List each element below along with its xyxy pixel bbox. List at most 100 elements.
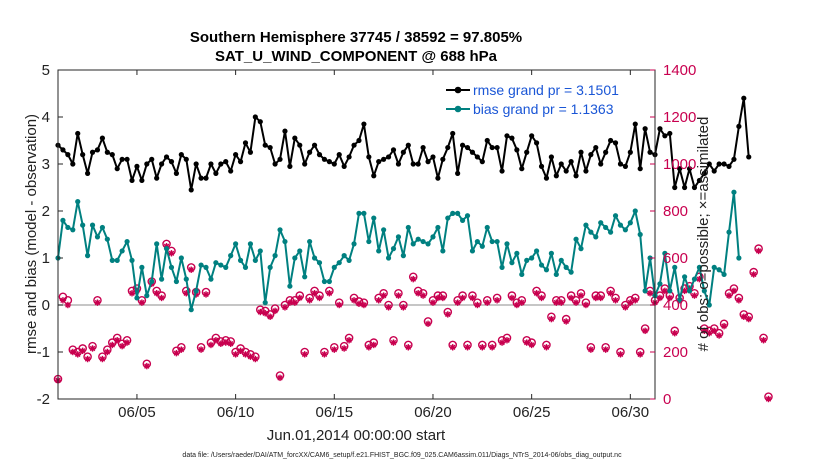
rmse-series-point (99, 135, 106, 141)
rmse-series-point (198, 175, 204, 181)
rmse-series-point (533, 140, 540, 146)
rmse-series-point (60, 147, 66, 153)
y-left-tick-label: -1 (37, 344, 50, 361)
obs-assimilated-stroke (632, 297, 638, 304)
obs-assimilated-point (395, 292, 402, 299)
bias-series-point (420, 238, 426, 245)
obs-assimilated-point (266, 313, 274, 320)
y-right-tick-label: 200 (663, 344, 688, 361)
bias-series-point (178, 255, 184, 261)
rmse-series-point (119, 156, 125, 162)
obs-assimilated-point (227, 340, 234, 347)
obs-assimilated-stroke (662, 288, 668, 294)
bias-series-point (376, 248, 382, 254)
rmse-series-point (400, 149, 406, 155)
rmse-series-point (183, 156, 189, 162)
obs-assimilated-point (602, 346, 609, 353)
bias-series-point (504, 241, 510, 247)
bias-series-point (272, 253, 278, 259)
rmse-series-point (311, 142, 318, 148)
obs-assimilated-stroke (588, 346, 594, 353)
obs-assimilated-stroke (627, 299, 634, 306)
obs-assimilated-stroke (602, 346, 609, 353)
obs-assimilated-stroke (321, 351, 328, 358)
bias-series-point (469, 248, 476, 254)
rmse-series-point (316, 152, 323, 158)
y-right-tick-label: 600 (663, 250, 688, 267)
bias-series-point (415, 236, 421, 242)
obs-assimilated-point (74, 351, 81, 358)
obs-assimilated-stroke (306, 297, 313, 304)
bias-series-point (134, 295, 140, 301)
obs-assimilated-stroke (563, 318, 569, 325)
obs-assimilated-stroke (89, 345, 96, 352)
bias-series-point (494, 238, 500, 245)
rmse-series-point (188, 187, 194, 193)
bias-series-point (99, 224, 106, 231)
bias-series-point (514, 250, 520, 256)
obs-assimilated-point (271, 307, 279, 315)
bias-series-point (307, 238, 313, 245)
obs-assimilated-stroke (672, 330, 678, 336)
bias-series-point (173, 278, 180, 285)
obs-assimilated-stroke (657, 295, 663, 301)
obs-assimilated-stroke (385, 304, 392, 311)
obs-assimilated-stroke (262, 310, 268, 316)
bias-series-point (593, 234, 599, 240)
obs-assimilated-stroke (380, 292, 387, 299)
bias-series-point (252, 257, 258, 263)
obs-assimilated-stroke (420, 292, 426, 299)
bias-series-point (311, 255, 318, 261)
obs-assimilated-point (592, 294, 599, 302)
obs-assimilated-point (237, 347, 244, 355)
obs-assimilated-stroke (119, 343, 125, 349)
obs-assimilated-stroke (726, 292, 732, 299)
obs-assimilated-point (498, 339, 506, 346)
rmse-series-point (721, 161, 727, 167)
obs-assimilated-stroke (277, 375, 283, 381)
bias-series-point (183, 276, 189, 282)
obs-assimilated-stroke (311, 290, 318, 296)
rmse-series-point (632, 121, 638, 127)
obs-assimilated-stroke (538, 295, 545, 301)
chart-title-line2: SAT_U_WIND_COMPONENT @ 688 hPa (215, 48, 498, 65)
bias-series-point (154, 241, 160, 247)
obs-assimilated-stroke (667, 295, 673, 301)
bias-series-point (563, 264, 569, 270)
bias-series-point (218, 262, 224, 268)
obs-assimilated-stroke (548, 316, 555, 322)
obs-assimilated-point (340, 345, 348, 352)
rmse-series-point (307, 149, 313, 155)
bias-series-point (716, 267, 722, 273)
obs-assimilated-point (118, 342, 126, 350)
bias-series-point (440, 248, 446, 254)
obs-assimilated-point (296, 294, 303, 302)
obs-assimilated-point (439, 294, 447, 302)
rmse-series-point (65, 152, 71, 158)
obs-assimilated-point (725, 292, 733, 299)
rmse-series-point (647, 149, 653, 155)
obs-assimilated-point (429, 299, 437, 306)
rmse-series-point (203, 175, 209, 181)
bias-series-point (129, 257, 135, 263)
obs-assimilated-stroke (765, 396, 772, 402)
obs-assimilated-point (745, 315, 752, 323)
bias-series-point (385, 255, 392, 261)
obs-assimilated-point (449, 344, 456, 351)
bias-series-point (381, 227, 387, 233)
obs-assimilated-stroke (144, 363, 150, 369)
rmse-series-point (607, 137, 614, 144)
legend: rmse grand pr = 3.1501 bias grand pr = 1… (440, 78, 650, 120)
x-tick-label: 06/05 (118, 404, 156, 421)
bias-series-point (228, 253, 234, 259)
obs-assimilated-point (365, 344, 373, 351)
obs-assimilated-stroke (597, 295, 604, 301)
obs-assimilated-stroke (282, 304, 288, 311)
obs-assimilated-stroke (227, 341, 234, 347)
bias-series-point (524, 257, 530, 263)
obs-assimilated-stroke (553, 299, 560, 306)
rmse-series-point (405, 142, 411, 148)
obs-assimilated-stroke (568, 295, 574, 301)
obs-assimilated-stroke (341, 345, 347, 352)
obs-assimilated-point (281, 304, 289, 311)
